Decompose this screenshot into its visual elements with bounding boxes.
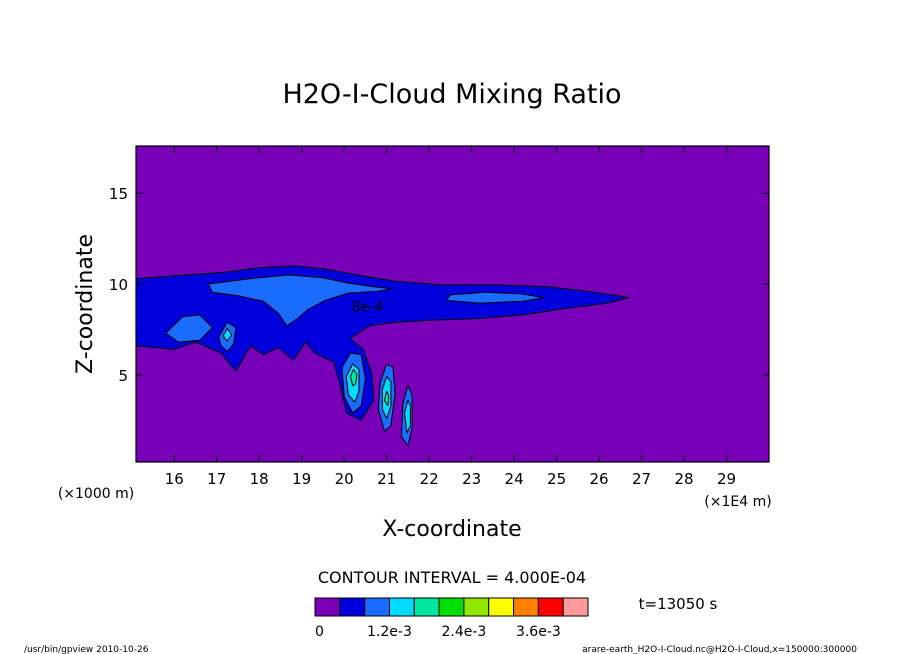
footer-left-note: /usr/bin/gpview 2010-10-26 — [24, 645, 149, 654]
plot-frame — [135, 145, 770, 463]
colorbar-cell — [562, 597, 589, 617]
x-tick-label: 20 — [335, 470, 354, 488]
time-label: t=13050 s — [639, 595, 718, 613]
y-axis-ticks: 5 10 15 — [109, 185, 769, 385]
x-tick-label: 28 — [674, 470, 693, 488]
x-tick-label: 17 — [207, 470, 226, 488]
x-axis-label: X-coordinate — [382, 517, 521, 542]
y-tick-label: 5 — [118, 367, 128, 385]
colorbar-cell — [513, 597, 539, 617]
colorbar-cell — [364, 597, 390, 617]
x-tick-label: 29 — [717, 470, 736, 488]
contour-interval-text: CONTOUR INTERVAL = 4.000E-04 — [318, 568, 586, 587]
colorbar-label: 1.2e-3 — [367, 624, 412, 640]
colorbar-label: 0 — [315, 624, 324, 640]
x-tick-label: 24 — [505, 470, 524, 488]
y-tick-label: 10 — [109, 276, 128, 294]
contour-region-14 — [384, 390, 390, 407]
x-unit-right: (×1E4 m) — [704, 494, 771, 510]
x-tick-label: 23 — [462, 470, 481, 488]
x-axis-ticks: 16 17 18 19 20 21 22 23 24 25 26 27 28 29 — [165, 146, 736, 488]
x-tick-label: 25 — [547, 470, 566, 488]
y-axis-label: Z-coordinate — [73, 234, 98, 374]
contour-region-3 — [445, 291, 545, 304]
x-tick-label: 27 — [632, 470, 651, 488]
x-tick-label: 21 — [377, 470, 396, 488]
colorbar-cell — [339, 597, 366, 617]
colorbar — [314, 597, 589, 617]
x-unit-left: (×1000 m) — [58, 486, 134, 502]
y-tick-label: 15 — [109, 185, 128, 203]
colorbar-cell — [388, 597, 415, 617]
contour-region-9 — [222, 328, 233, 342]
colorbar-label: 2.4e-3 — [441, 624, 486, 640]
contour-region-13 — [350, 368, 358, 387]
contour-region-1 — [135, 265, 630, 421]
x-tick-label: 19 — [292, 470, 311, 488]
colorbar-cell — [463, 597, 490, 617]
x-tick-label: 18 — [250, 470, 269, 488]
chart-title: H2O-I-Cloud Mixing Ratio — [282, 79, 621, 110]
colorbar-labels: 0 1.2e-3 2.4e-3 3.6e-3 — [315, 624, 561, 640]
contour-value-label: 8e-4 — [352, 300, 384, 316]
x-tick-label: 22 — [420, 470, 439, 488]
plot-area: 8e-4 — [135, 145, 770, 463]
colorbar-label: 3.6e-3 — [516, 624, 561, 640]
colorbar-cell — [537, 597, 564, 617]
x-tick-label: 26 — [590, 470, 609, 488]
contour-region-12 — [404, 399, 411, 434]
colorbar-cell — [413, 597, 440, 617]
colorbar-cell — [314, 597, 341, 617]
x-tick-label: 16 — [165, 470, 184, 488]
colorbar-cell — [488, 597, 515, 617]
contour-region-4 — [165, 314, 213, 343]
colorbar-cell — [438, 597, 465, 617]
footer-right-note: arare-earth_H2O-I-Cloud.nc@H2O-I-Cloud,x… — [582, 645, 857, 654]
contour-region-2 — [207, 274, 392, 327]
